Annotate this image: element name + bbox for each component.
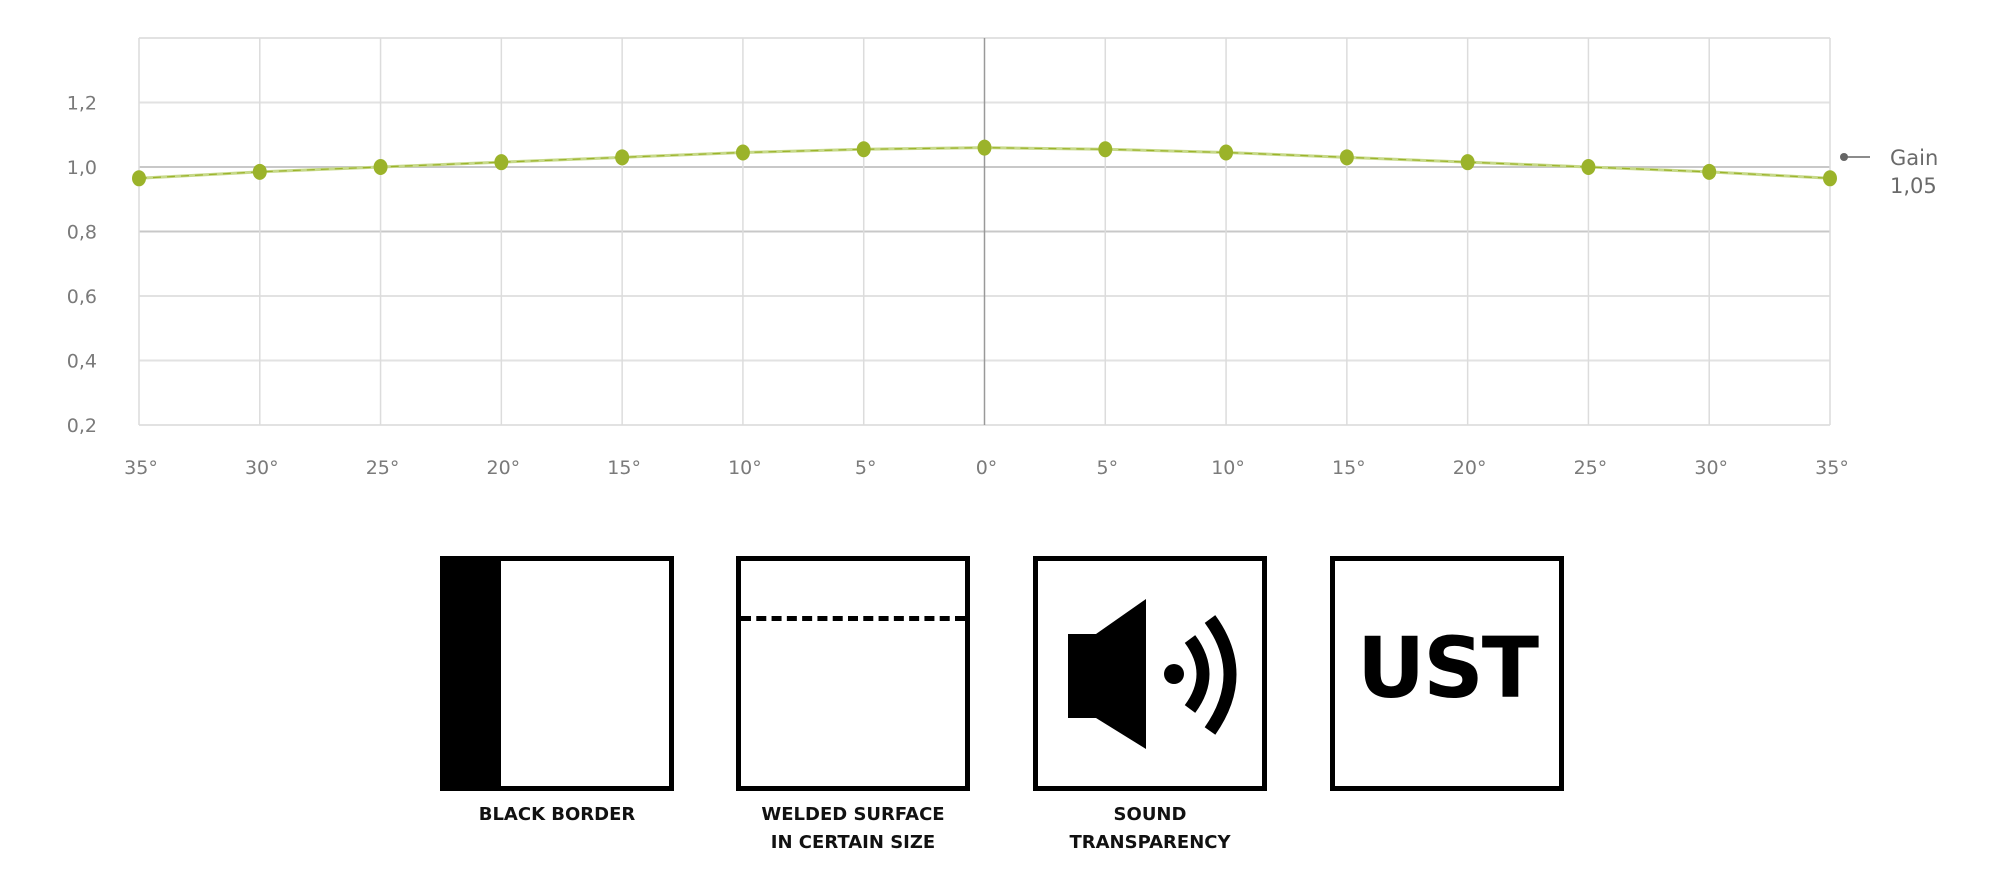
x-tick-label: 10° bbox=[728, 457, 762, 479]
data-point bbox=[1339, 149, 1354, 166]
gain-chart: 0,2 0,4 0,6 0,8 1,0 1,2 35° 30° 25° 20° 15° 10° 5° 0… bbox=[67, 37, 1938, 479]
data-point bbox=[856, 141, 871, 158]
data-point bbox=[1460, 154, 1475, 171]
x-tick-label: 30° bbox=[245, 457, 279, 479]
feature-label-line: WELDED SURFACE bbox=[761, 804, 945, 825]
annotation-gain-label: Gain bbox=[1890, 146, 1938, 170]
data-point bbox=[1702, 163, 1717, 180]
y-axis-ticks: 0,2 0,4 0,6 0,8 1,0 1,2 bbox=[67, 93, 97, 438]
y-tick-label: 0,8 bbox=[67, 222, 97, 244]
data-point bbox=[373, 159, 388, 175]
data-point bbox=[977, 139, 992, 156]
ust-text: UST bbox=[1356, 619, 1539, 717]
chart-grid bbox=[138, 37, 1831, 426]
annotation-gain-value: 1,05 bbox=[1890, 174, 1937, 198]
feature-label: BLACK BORDER bbox=[410, 801, 704, 829]
x-tick-label: 20° bbox=[487, 457, 521, 479]
feature-sound-transparency: SOUND TRANSPARENCY bbox=[1033, 556, 1267, 857]
welded-surface-icon bbox=[736, 556, 970, 791]
feature-label-line: SOUND bbox=[1113, 804, 1187, 825]
x-tick-label: 25° bbox=[366, 457, 400, 479]
data-point bbox=[735, 144, 750, 161]
gain-series bbox=[132, 139, 1837, 187]
data-point bbox=[1098, 141, 1113, 158]
x-tick-label: 0° bbox=[976, 457, 998, 479]
y-tick-label: 0,2 bbox=[67, 415, 97, 437]
data-point bbox=[494, 154, 509, 171]
feature-ust: UST bbox=[1330, 556, 1564, 791]
feature-label-line: TRANSPARENCY bbox=[1069, 832, 1231, 853]
feature-label-line: IN CERTAIN SIZE bbox=[770, 832, 936, 853]
data-point bbox=[132, 170, 146, 187]
y-tick-label: 0,4 bbox=[67, 351, 97, 373]
x-tick-label: 15° bbox=[607, 457, 641, 479]
feature-label: WELDED SURFACE IN CERTAIN SIZE bbox=[706, 801, 1000, 857]
speaker-box bbox=[1033, 556, 1267, 791]
data-point bbox=[615, 149, 630, 166]
feature-welded-surface: WELDED SURFACE IN CERTAIN SIZE bbox=[736, 556, 970, 857]
x-tick-label: 15° bbox=[1332, 457, 1366, 479]
x-tick-label: 30° bbox=[1694, 457, 1728, 479]
x-axis-ticks: 35° 30° 25° 20° 15° 10° 5° 0° 5° 10° 15° 20° 25° 30° 3… bbox=[124, 457, 1849, 479]
ust-icon: UST bbox=[1330, 556, 1564, 791]
data-point bbox=[1581, 159, 1596, 175]
x-tick-label: 10° bbox=[1211, 457, 1245, 479]
gain-annotation: Gain 1,05 bbox=[1840, 146, 1938, 198]
feature-label-line: BLACK BORDER bbox=[478, 804, 636, 825]
data-point bbox=[252, 163, 267, 180]
y-tick-label: 1,0 bbox=[67, 157, 97, 179]
x-tick-label: 35° bbox=[1815, 457, 1849, 479]
x-tick-label: 20° bbox=[1453, 457, 1487, 479]
annotation-dot bbox=[1840, 153, 1848, 161]
data-point bbox=[1219, 144, 1234, 161]
black-border-icon bbox=[440, 556, 674, 791]
data-point bbox=[1823, 170, 1837, 187]
speaker-icon bbox=[1068, 599, 1237, 749]
y-tick-label: 0,6 bbox=[67, 286, 97, 308]
x-tick-label: 5° bbox=[855, 457, 877, 479]
y-tick-label: 1,2 bbox=[67, 93, 97, 115]
x-tick-label: 5° bbox=[1096, 457, 1118, 479]
x-tick-label: 35° bbox=[124, 457, 158, 479]
feature-black-border: BLACK BORDER bbox=[440, 556, 674, 829]
feature-label: SOUND TRANSPARENCY bbox=[1003, 801, 1297, 857]
x-tick-label: 25° bbox=[1574, 457, 1608, 479]
